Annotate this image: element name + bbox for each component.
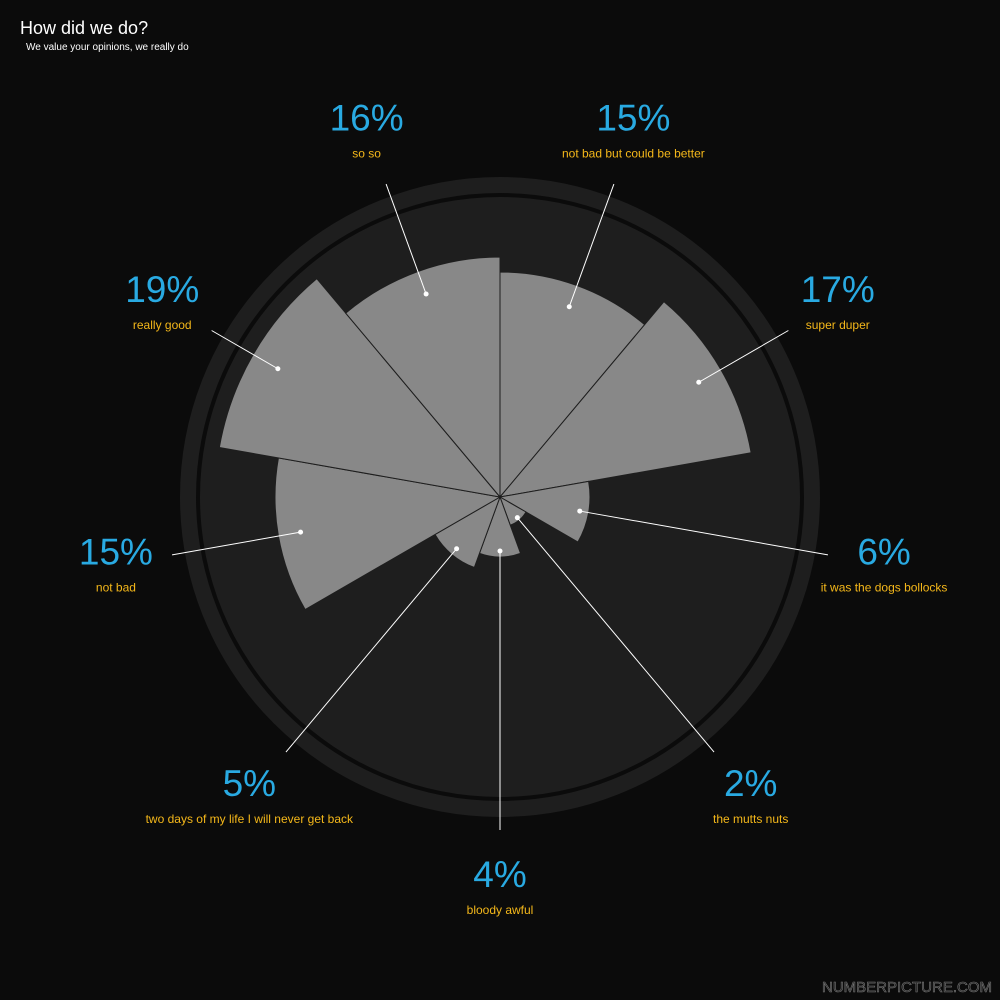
leader-line xyxy=(698,330,789,383)
value-label: 6% xyxy=(857,532,910,573)
leader-dot xyxy=(566,304,572,310)
value-label: 4% xyxy=(473,854,526,895)
category-label: the mutts nuts xyxy=(713,812,788,826)
category-label: it was the dogs bollocks xyxy=(821,581,948,595)
leader-dot xyxy=(577,508,583,514)
leader-dot xyxy=(454,546,460,552)
leader-line xyxy=(285,548,457,753)
leader-line xyxy=(579,510,829,556)
value-label: 5% xyxy=(223,763,276,804)
leader-dot xyxy=(423,291,429,297)
value-label: 17% xyxy=(801,269,875,310)
category-label: really good xyxy=(133,318,192,332)
value-label: 16% xyxy=(330,98,404,139)
category-label: bloody awful xyxy=(467,903,534,917)
category-label: so so xyxy=(352,147,381,161)
leader-dot xyxy=(696,379,702,385)
leader-dot xyxy=(298,529,304,535)
leader-line xyxy=(516,517,715,753)
leader-dot xyxy=(275,366,281,372)
leader-line xyxy=(385,183,427,295)
value-label: 19% xyxy=(125,269,199,310)
chart-subtitle: We value your opinions, we really do xyxy=(26,42,189,53)
leader-line xyxy=(568,183,615,307)
category-label: not bad xyxy=(96,581,136,595)
leader-line xyxy=(171,531,301,556)
leader-line xyxy=(211,330,279,370)
value-label: 15% xyxy=(596,98,670,139)
category-label: not bad but could be better xyxy=(562,147,705,161)
chart-title: How did we do? xyxy=(20,18,148,38)
wedges xyxy=(218,256,752,611)
watermark: NUMBERPICTURE.COM xyxy=(822,979,992,996)
leader-dot xyxy=(497,548,503,554)
value-label: 2% xyxy=(724,763,777,804)
value-label: 15% xyxy=(79,532,153,573)
category-label: super duper xyxy=(806,318,870,332)
leader-dot xyxy=(514,515,520,521)
labels: 15% not bad but could be better 17% super d… xyxy=(79,98,948,917)
category-label: two days of my life I will never get bac… xyxy=(146,812,354,826)
